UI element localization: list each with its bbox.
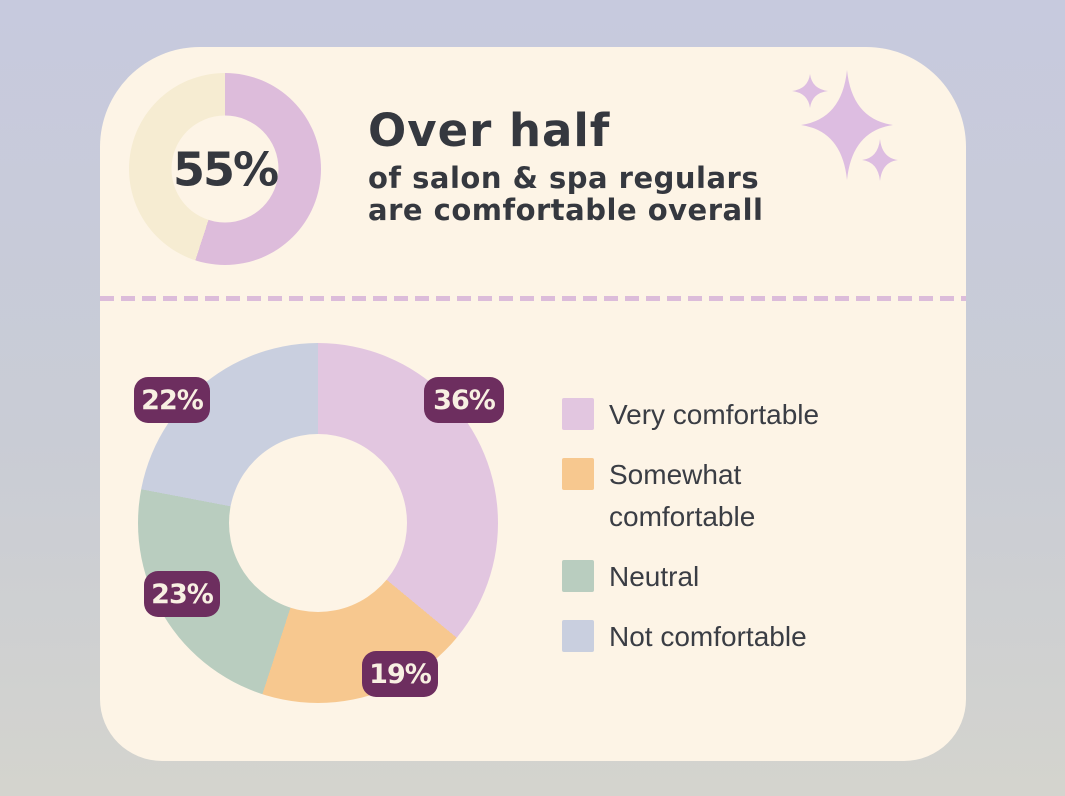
legend: Very comfortable Somewhat comfortable Ne… (562, 394, 862, 658)
legend-swatch-neutral (562, 560, 594, 592)
legend-swatch-somewhat-comfortable (562, 458, 594, 490)
badge-very-comfortable: 36% (424, 377, 504, 423)
legend-label: Somewhat comfortable (609, 459, 756, 532)
headline-block: Over half of salon & spa regulars are co… (368, 104, 764, 227)
dashed-divider (100, 296, 966, 301)
legend-item-neutral: Neutral (562, 556, 862, 598)
legend-swatch-not-comfortable (562, 620, 594, 652)
donut-hole: 55% (171, 115, 279, 223)
sparkle-large-icon (801, 70, 893, 180)
sparkles-icon (792, 70, 898, 181)
headline-subtitle-line2: are comfortable overall (368, 193, 764, 227)
badge-not-comfortable: 22% (134, 377, 210, 423)
headline-subtitle-line1: of salon & spa regulars (368, 161, 760, 195)
sparkle-small-bottom-icon (862, 139, 898, 181)
overall-comfort-donut: 55% (129, 73, 321, 265)
legend-swatch-very-comfortable (562, 398, 594, 430)
legend-label: Very comfortable (609, 399, 820, 430)
donut-hole (229, 434, 407, 612)
legend-label: Neutral (609, 561, 700, 592)
headline-title: Over half (368, 104, 611, 157)
badge-somewhat-comfortable: 19% (362, 651, 438, 697)
donut-center-label: 55% (172, 142, 279, 196)
legend-item-very-comfortable: Very comfortable (562, 394, 862, 436)
legend-item-not-comfortable: Not comfortable (562, 616, 862, 658)
badge-neutral: 23% (144, 571, 220, 617)
legend-item-somewhat-comfortable: Somewhat comfortable (562, 454, 862, 538)
legend-label: Not comfortable (609, 621, 807, 652)
sparkle-small-top-icon (792, 74, 828, 108)
